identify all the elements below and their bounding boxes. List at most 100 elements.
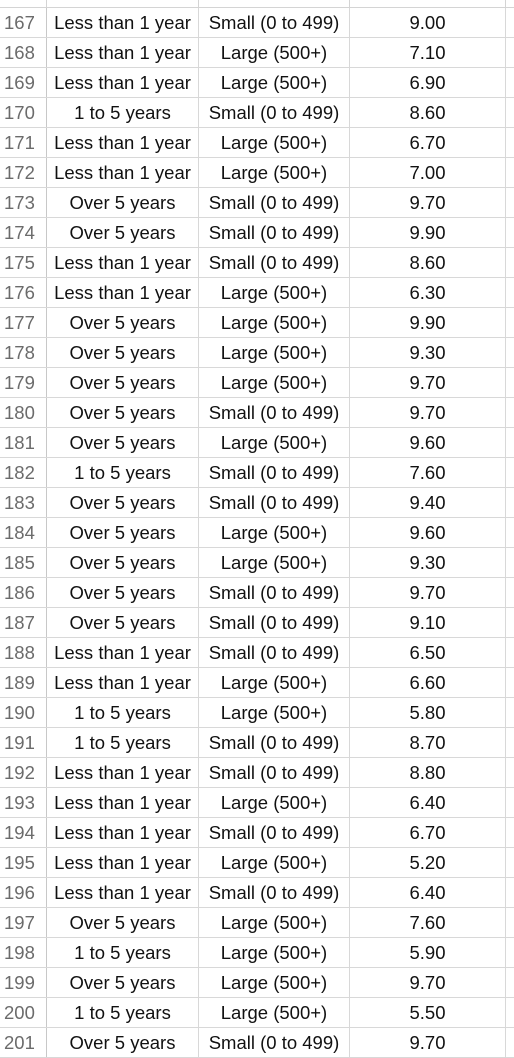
row-number[interactable]: 186 <box>0 578 47 607</box>
experience-cell[interactable]: Less than 1 year <box>47 128 199 157</box>
experience-cell[interactable]: 1 to 5 years <box>47 458 199 487</box>
row-number[interactable]: 193 <box>0 788 47 817</box>
row-number[interactable]: 190 <box>0 698 47 727</box>
row-number[interactable]: 174 <box>0 218 47 247</box>
experience-cell[interactable]: 1 to 5 years <box>47 728 199 757</box>
company-size-cell[interactable]: Small (0 to 499) <box>199 188 350 217</box>
company-size-cell[interactable]: Small (0 to 499) <box>199 248 350 277</box>
empty-cell[interactable] <box>506 998 514 1027</box>
company-size-cell[interactable]: Large (500+) <box>199 518 350 547</box>
company-size-cell[interactable]: Large (500+) <box>199 848 350 877</box>
company-size-cell[interactable]: Large (500+) <box>199 788 350 817</box>
empty-cell[interactable] <box>506 98 514 127</box>
experience-cell[interactable]: Over 5 years <box>47 578 199 607</box>
company-size-cell[interactable]: Large (500+) <box>199 908 350 937</box>
experience-cell[interactable]: Over 5 years <box>47 968 199 997</box>
experience-cell[interactable]: Over 5 years <box>47 488 199 517</box>
experience-cell[interactable]: Less than 1 year <box>47 8 199 37</box>
empty-cell[interactable] <box>506 758 514 787</box>
company-size-cell[interactable]: Small (0 to 499) <box>199 458 350 487</box>
experience-cell[interactable]: Over 5 years <box>47 428 199 457</box>
score-cell[interactable]: 7.60 <box>350 908 506 937</box>
empty-cell[interactable] <box>506 38 514 67</box>
score-cell[interactable]: 9.70 <box>350 398 506 427</box>
row-number[interactable]: 183 <box>0 488 47 517</box>
empty-cell[interactable] <box>506 818 514 847</box>
empty-cell[interactable] <box>506 668 514 697</box>
row-number[interactable]: 177 <box>0 308 47 337</box>
company-size-cell[interactable]: Small (0 to 499) <box>199 1028 350 1057</box>
row-number[interactable]: 196 <box>0 878 47 907</box>
row-number[interactable]: 178 <box>0 338 47 367</box>
experience-cell[interactable]: 1 to 5 years <box>47 98 199 127</box>
row-number[interactable]: 192 <box>0 758 47 787</box>
score-cell[interactable]: 6.40 <box>350 788 506 817</box>
experience-cell[interactable]: Over 5 years <box>47 548 199 577</box>
score-cell[interactable]: 9.10 <box>350 608 506 637</box>
empty-cell[interactable] <box>506 398 514 427</box>
row-number[interactable]: 184 <box>0 518 47 547</box>
score-cell[interactable]: 5.80 <box>350 698 506 727</box>
company-size-cell[interactable]: Small (0 to 499) <box>199 818 350 847</box>
empty-cell[interactable] <box>506 908 514 937</box>
row-number[interactable]: 172 <box>0 158 47 187</box>
empty-cell[interactable] <box>506 428 514 457</box>
company-size-cell[interactable]: Large (500+) <box>199 428 350 457</box>
experience-cell[interactable]: Over 5 years <box>47 518 199 547</box>
row-number[interactable]: 170 <box>0 98 47 127</box>
company-size-cell[interactable]: Large (500+) <box>199 698 350 727</box>
experience-cell[interactable]: Less than 1 year <box>47 818 199 847</box>
score-cell[interactable]: 9.70 <box>350 968 506 997</box>
experience-cell[interactable]: 1 to 5 years <box>47 998 199 1027</box>
row-number[interactable]: 194 <box>0 818 47 847</box>
score-cell[interactable]: 9.30 <box>350 548 506 577</box>
empty-cell[interactable] <box>506 638 514 667</box>
company-size-cell[interactable]: Small (0 to 499) <box>199 488 350 517</box>
experience-cell[interactable]: Over 5 years <box>47 608 199 637</box>
company-size-cell[interactable]: Large (500+) <box>199 278 350 307</box>
experience-cell[interactable]: Less than 1 year <box>47 668 199 697</box>
row-number[interactable]: 167 <box>0 8 47 37</box>
score-cell[interactable]: 9.60 <box>350 518 506 547</box>
empty-cell[interactable] <box>506 248 514 277</box>
experience-cell[interactable]: Less than 1 year <box>47 848 199 877</box>
row-number[interactable]: 168 <box>0 38 47 67</box>
score-cell[interactable]: 6.40 <box>350 878 506 907</box>
empty-cell[interactable] <box>506 368 514 397</box>
company-size-cell[interactable]: Large (500+) <box>199 338 350 367</box>
experience-cell[interactable]: Over 5 years <box>47 908 199 937</box>
company-size-cell[interactable]: Large (500+) <box>199 548 350 577</box>
company-size-cell[interactable]: Large (500+) <box>199 968 350 997</box>
empty-cell[interactable] <box>506 158 514 187</box>
row-number[interactable]: 189 <box>0 668 47 697</box>
company-size-cell[interactable]: Small (0 to 499) <box>199 758 350 787</box>
empty-cell[interactable] <box>506 968 514 997</box>
score-cell[interactable]: 6.60 <box>350 668 506 697</box>
score-cell[interactable]: 9.60 <box>350 428 506 457</box>
experience-cell[interactable]: Over 5 years <box>47 1028 199 1057</box>
score-cell[interactable]: 9.30 <box>350 338 506 367</box>
company-size-cell[interactable]: Small (0 to 499) <box>199 98 350 127</box>
company-size-cell[interactable]: Small (0 to 499) <box>199 398 350 427</box>
empty-cell[interactable] <box>506 518 514 547</box>
empty-cell[interactable] <box>506 698 514 727</box>
empty-cell[interactable] <box>506 1028 514 1057</box>
company-size-cell[interactable]: Small (0 to 499) <box>199 608 350 637</box>
empty-cell[interactable] <box>506 338 514 367</box>
row-number[interactable]: 188 <box>0 638 47 667</box>
company-size-cell[interactable]: Small (0 to 499) <box>199 728 350 757</box>
row-number[interactable]: 191 <box>0 728 47 757</box>
company-size-cell[interactable]: Large (500+) <box>199 668 350 697</box>
score-cell[interactable]: 9.70 <box>350 578 506 607</box>
row-number[interactable]: 198 <box>0 938 47 967</box>
score-cell[interactable]: 9.40 <box>350 488 506 517</box>
company-size-cell[interactable]: Small (0 to 499) <box>199 218 350 247</box>
score-cell[interactable]: 6.70 <box>350 128 506 157</box>
score-cell[interactable]: 9.90 <box>350 218 506 247</box>
experience-cell[interactable]: Over 5 years <box>47 218 199 247</box>
empty-cell[interactable] <box>506 278 514 307</box>
experience-cell[interactable]: Less than 1 year <box>47 758 199 787</box>
empty-cell[interactable] <box>506 938 514 967</box>
empty-cell[interactable] <box>506 8 514 37</box>
row-number[interactable]: 199 <box>0 968 47 997</box>
